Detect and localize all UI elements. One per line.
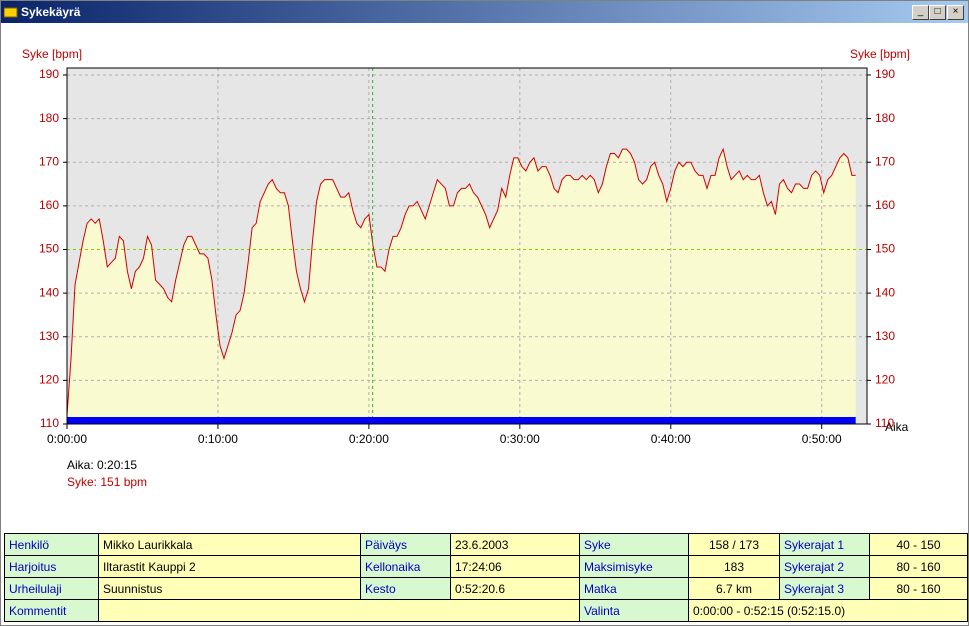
cell-value: 23.6.2003 xyxy=(450,533,580,556)
cell-label: Kesto xyxy=(360,577,451,600)
cell-value: 0:52:20.6 xyxy=(450,577,580,600)
cell-value: 0:00:00 - 0:52:15 (0:52:15.0) xyxy=(688,599,968,622)
cell-label: Maksimisyke xyxy=(579,555,689,578)
y2-tick-label: 140 xyxy=(875,285,895,299)
cell-label: Sykerajat 2 xyxy=(779,555,870,578)
y2-tick-label: 190 xyxy=(875,67,895,81)
y-tick-label: 110 xyxy=(40,416,59,430)
cell-label: Sykerajat 1 xyxy=(779,533,870,556)
x-tick-label: 0:50:00 xyxy=(802,432,842,446)
y2-tick-label: 170 xyxy=(875,154,895,168)
area-fill xyxy=(67,149,856,424)
y-tick-label: 150 xyxy=(39,242,59,256)
y-tick-label: 130 xyxy=(39,329,59,343)
y-tick-label: 160 xyxy=(39,198,59,212)
cell-value xyxy=(98,599,580,622)
cell-label: Syke xyxy=(579,533,689,556)
info-table: Henkilö Mikko Laurikkala Päiväys 23.6.20… xyxy=(4,533,968,622)
y-tick-label: 140 xyxy=(39,285,59,299)
app-icon xyxy=(4,7,18,18)
cell-label: Valinta xyxy=(579,599,689,622)
cell-value: 6.7 km xyxy=(688,577,780,600)
cell-value: 158 / 173 xyxy=(688,533,780,556)
cell-value: Iltarastit Kauppi 2 xyxy=(98,555,361,578)
cell-value: 80 - 160 xyxy=(869,577,968,600)
y2-tick-label: 120 xyxy=(875,373,895,387)
minimize-button[interactable]: _ xyxy=(912,5,929,20)
x-tick-label: 0:30:00 xyxy=(500,432,540,446)
maximize-button[interactable]: □ xyxy=(929,5,946,20)
cursor-value: Syke: 151 bpm xyxy=(67,475,147,489)
heart-rate-line xyxy=(66,147,856,416)
cell-label: Kommentit xyxy=(4,599,99,622)
y2-tick-label: 130 xyxy=(875,329,895,343)
cell-value: 40 - 150 xyxy=(869,533,968,556)
y2-tick-label: 110 xyxy=(875,416,894,430)
y2-tick-label: 150 xyxy=(875,242,895,256)
chart: Syke [bpm] Syke [bpm] Aika Aika: 0:20:15… xyxy=(22,47,910,489)
y-tick-label: 180 xyxy=(39,111,59,125)
cell-label: Sykerajat 3 xyxy=(779,577,870,600)
selection-bar xyxy=(67,417,856,424)
y-axis-label: Syke [bpm] xyxy=(22,47,82,61)
cursor-time: Aika: 0:20:15 xyxy=(67,458,137,472)
plot-frame xyxy=(66,67,868,425)
cell-value: Mikko Laurikkala xyxy=(98,533,361,556)
cell-label: Matka xyxy=(579,577,689,600)
cell-label: Harjoitus xyxy=(4,555,99,578)
close-button[interactable]: × xyxy=(947,5,964,20)
title-bar: Sykekäyrä _ □ × xyxy=(1,1,968,23)
cell-value: 183 xyxy=(688,555,780,578)
x-axis-label: Aika xyxy=(885,420,909,434)
y-tick-label: 190 xyxy=(39,67,59,81)
x-tick-label: 0:40:00 xyxy=(651,432,691,446)
cell-value: 17:24:06 xyxy=(450,555,580,578)
cell-label: Päiväys xyxy=(360,533,451,556)
window-title: Sykekäyrä xyxy=(21,5,81,19)
y2-tick-label: 180 xyxy=(875,111,895,125)
y2-tick-label: 160 xyxy=(875,198,895,212)
y-tick-label: 170 xyxy=(39,154,59,168)
y2-axis-label: Syke [bpm] xyxy=(850,47,910,61)
x-tick-label: 0:00:00 xyxy=(47,432,87,446)
cell-label: Urheilulaji xyxy=(4,577,99,600)
x-tick-label: 0:10:00 xyxy=(198,432,238,446)
cell-label: Kellonaika xyxy=(360,555,451,578)
y-tick-label: 120 xyxy=(39,373,59,387)
cell-label: Henkilö xyxy=(4,533,99,556)
cell-value: 80 - 160 xyxy=(869,555,968,578)
x-tick-label: 0:20:00 xyxy=(349,432,389,446)
cell-value: Suunnistus xyxy=(98,577,361,600)
